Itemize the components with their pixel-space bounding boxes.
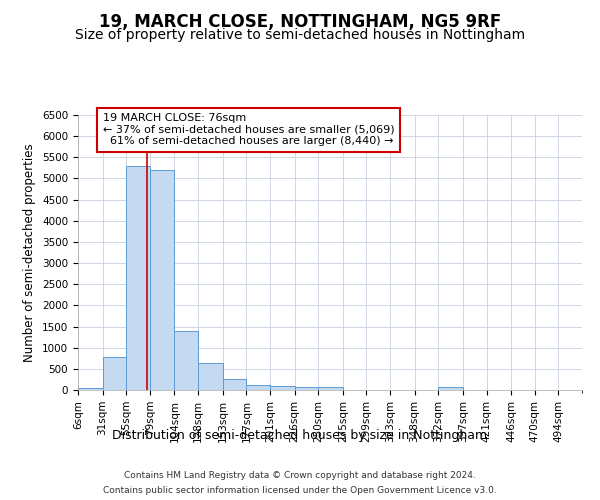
- Text: 19 MARCH CLOSE: 76sqm
← 37% of semi-detached houses are smaller (5,069)
  61% of: 19 MARCH CLOSE: 76sqm ← 37% of semi-deta…: [103, 113, 394, 146]
- Bar: [198, 363, 223, 390]
- Bar: [150, 170, 175, 390]
- Text: Contains HM Land Registry data © Crown copyright and database right 2024.: Contains HM Land Registry data © Crown c…: [124, 471, 476, 480]
- Bar: [247, 384, 270, 390]
- Text: Contains public sector information licensed under the Open Government Licence v3: Contains public sector information licen…: [103, 486, 497, 495]
- Bar: [175, 331, 198, 390]
- Bar: [295, 387, 318, 390]
- Bar: [270, 386, 295, 390]
- Bar: [223, 379, 247, 390]
- Text: Distribution of semi-detached houses by size in Nottingham: Distribution of semi-detached houses by …: [112, 428, 488, 442]
- Text: 19, MARCH CLOSE, NOTTINGHAM, NG5 9RF: 19, MARCH CLOSE, NOTTINGHAM, NG5 9RF: [99, 12, 501, 30]
- Bar: [318, 388, 343, 390]
- Bar: [438, 387, 463, 390]
- Bar: [103, 356, 126, 390]
- Y-axis label: Number of semi-detached properties: Number of semi-detached properties: [23, 143, 37, 362]
- Bar: [126, 166, 150, 390]
- Text: Size of property relative to semi-detached houses in Nottingham: Size of property relative to semi-detach…: [75, 28, 525, 42]
- Bar: [78, 388, 103, 390]
